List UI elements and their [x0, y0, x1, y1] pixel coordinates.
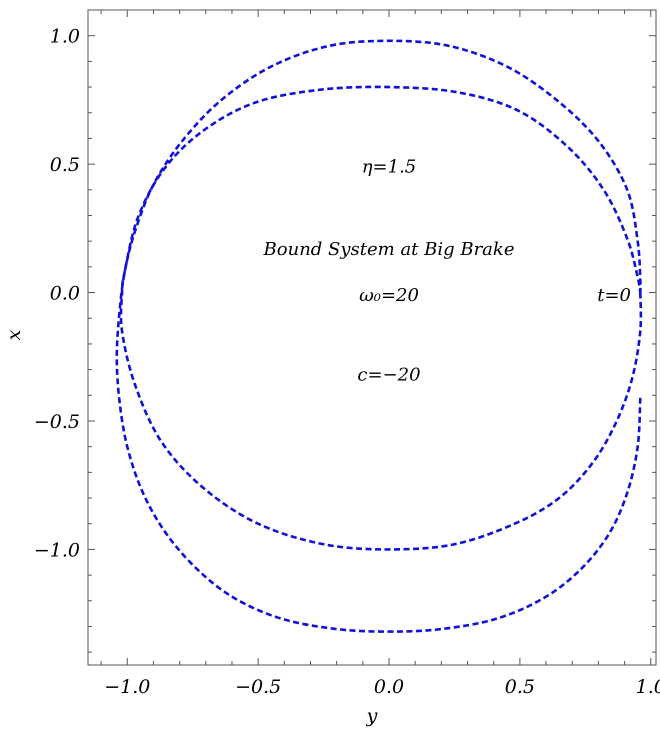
tick-labels: −1.0 −0.5 0.0 0.5 1.0 −1.0 −0.5 0.0 0.5 1.0 [34, 26, 660, 698]
series-curve-2 [119, 85, 643, 551]
x-tick-label: 1.0 [636, 676, 660, 698]
y-tick-label: 0.5 [50, 154, 80, 176]
annotation-c: c=−20 [357, 365, 420, 386]
x-tick-label: −0.5 [235, 676, 281, 698]
annotation-system: Bound System at Big Brake [263, 239, 515, 260]
series-curve-1 [115, 39, 642, 633]
x-axis-title: y [366, 705, 378, 727]
axis-ticks [88, 10, 656, 665]
annotation-t0: t=0 [597, 285, 631, 306]
y-axis-title: x [3, 329, 25, 340]
x-tick-label: 0.5 [505, 676, 535, 698]
x-tick-label: −1.0 [104, 676, 150, 698]
y-tick-label: 1.0 [50, 26, 80, 48]
y-tick-label: −1.0 [34, 539, 80, 561]
plot-frame [87, 9, 657, 666]
x-tick-label: 0.0 [374, 676, 404, 698]
annotation-eta: η=1.5 [362, 157, 417, 178]
y-tick-label: −0.5 [34, 411, 80, 433]
annotation-omega: ω₀=20 [359, 285, 419, 306]
annotations: η=1.5 Bound System at Big Brake ω₀=20 c=−20… [263, 157, 631, 386]
y-tick-label: 0.0 [50, 283, 80, 305]
curves [115, 39, 643, 633]
